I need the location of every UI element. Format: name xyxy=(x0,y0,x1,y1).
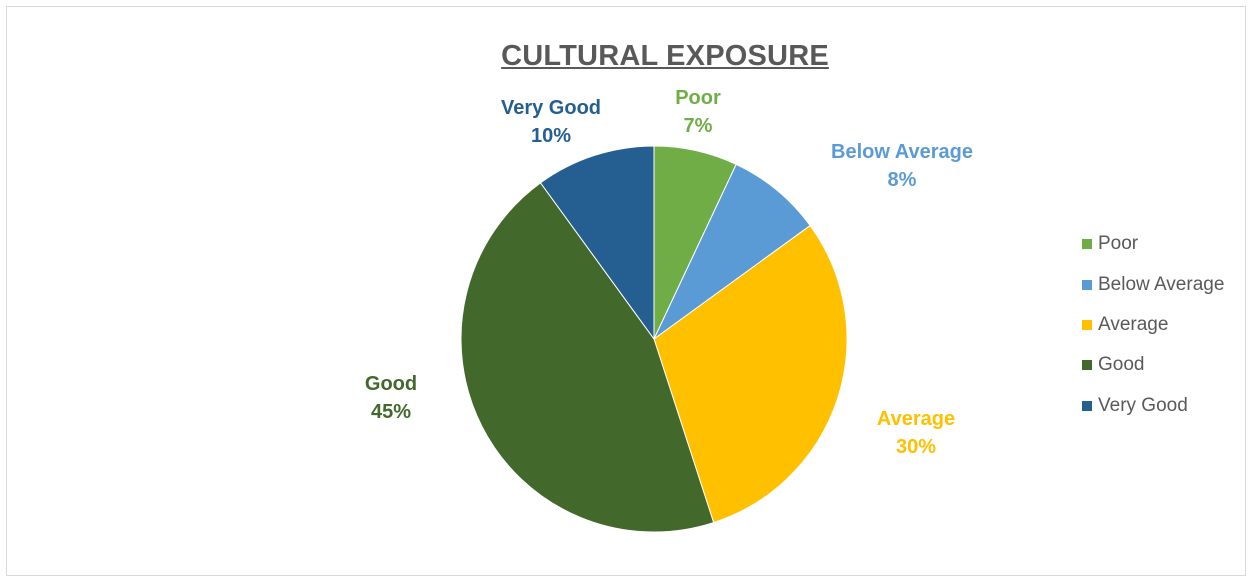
legend-label: Poor xyxy=(1098,233,1139,255)
legend: Poor Below Average Average Good Very Good xyxy=(1082,224,1224,426)
pie-chart xyxy=(460,145,848,533)
data-label-percent: 7% xyxy=(683,115,713,137)
data-label-below-average: Below Average 8% xyxy=(831,138,973,194)
legend-swatch xyxy=(1082,319,1092,330)
legend-label: Average xyxy=(1098,313,1169,335)
legend-swatch xyxy=(1082,239,1092,250)
data-label-poor: Poor 7% xyxy=(675,84,721,140)
pie-slice-good xyxy=(460,182,715,533)
legend-swatch xyxy=(1082,279,1092,290)
chart-title: CULTURAL EXPOSURE xyxy=(501,40,829,72)
data-label-category: Below Average xyxy=(831,141,973,163)
data-label-category: Very Good xyxy=(500,97,602,119)
legend-label: Below Average xyxy=(1098,273,1225,295)
legend-swatch xyxy=(1082,400,1092,411)
data-label-average: Average 30% xyxy=(877,405,955,461)
legend-item-average: Average xyxy=(1082,305,1224,345)
legend-item-below-average: Below Average xyxy=(1082,264,1224,304)
pie-slice-very-good xyxy=(539,145,655,341)
data-label-percent: 45% xyxy=(370,401,412,423)
legend-label: Very Good xyxy=(1098,394,1188,416)
legend-item-poor: Poor xyxy=(1082,224,1224,264)
pie-slice-below-average xyxy=(653,163,811,340)
data-label-category: Poor xyxy=(675,87,721,109)
data-label-very-good: Very Good 10% xyxy=(501,94,601,150)
legend-item-very-good: Very Good xyxy=(1082,386,1224,426)
data-label-category: Average xyxy=(876,408,956,430)
data-label-percent: 10% xyxy=(530,125,572,147)
legend-item-good: Good xyxy=(1082,345,1224,385)
data-label-percent: 30% xyxy=(895,436,937,458)
data-label-percent: 8% xyxy=(887,169,917,191)
legend-swatch xyxy=(1082,360,1092,371)
data-label-category: Good xyxy=(364,373,418,395)
pie-slice-average xyxy=(653,224,848,524)
legend-label: Good xyxy=(1098,354,1145,376)
data-label-good: Good 45% xyxy=(365,370,417,426)
